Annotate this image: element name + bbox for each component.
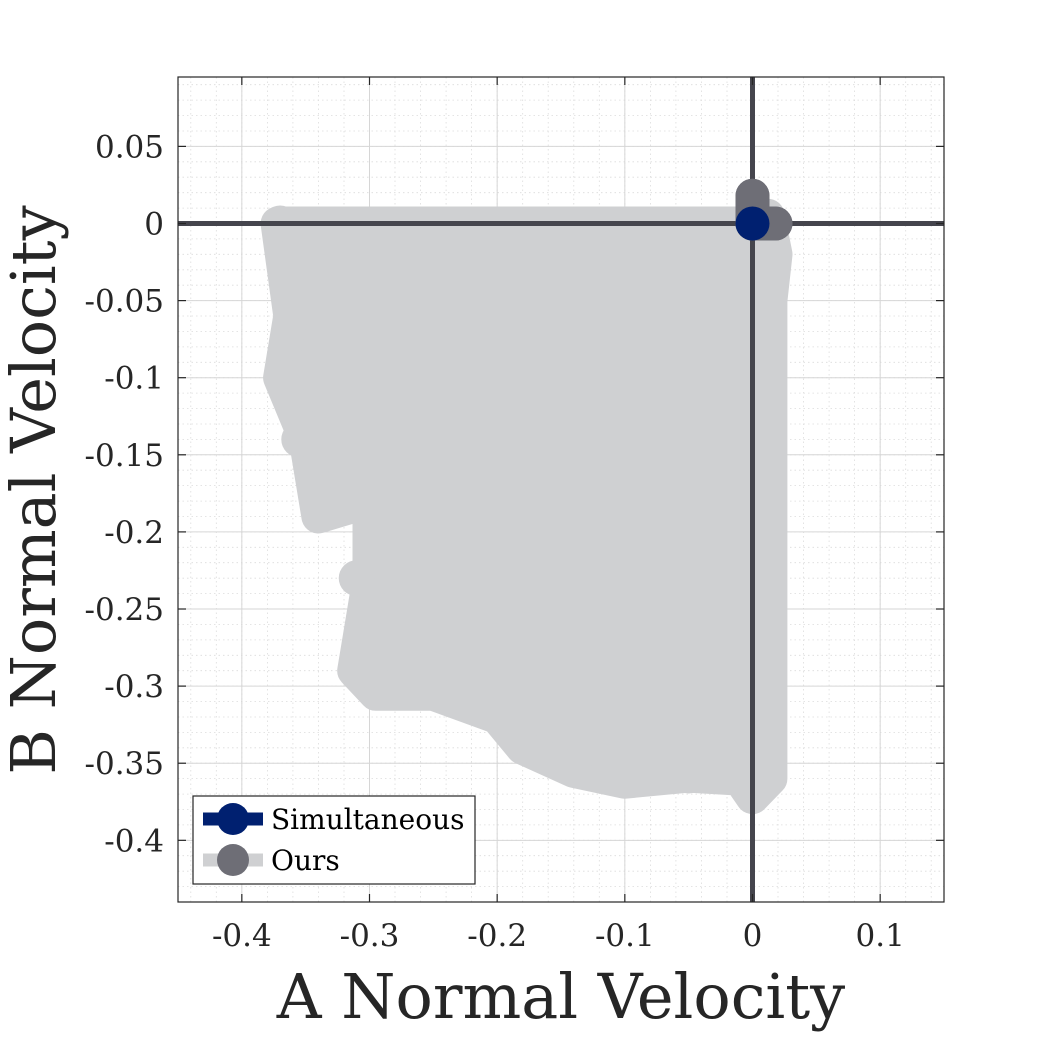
x-tick-label: -0.2: [467, 918, 527, 954]
y-tick-label: -0.15: [85, 438, 165, 474]
ours-boundary-point: [338, 560, 375, 597]
ours-boundary-point: [300, 490, 337, 527]
legend-ours-label: Ours: [271, 844, 340, 877]
y-tick-label: -0.3: [104, 669, 164, 705]
legend-simultaneous-label: Simultaneous: [271, 803, 464, 836]
x-tick-label: -0.1: [595, 918, 655, 954]
legend: Simultaneous Ours: [192, 795, 476, 885]
simultaneous-point: [735, 206, 770, 241]
y-tick-label: -0.2: [104, 515, 164, 551]
legend-ours-marker: [217, 844, 249, 876]
ours-boundary-point: [281, 282, 318, 319]
y-tick-label: 0.05: [95, 129, 164, 165]
y-tick-label: -0.05: [85, 284, 165, 320]
y-tick-label: 0: [144, 206, 164, 242]
tick-marks: [178, 77, 944, 902]
ours-point: [735, 178, 770, 213]
y-tick-label: -0.35: [85, 746, 165, 782]
y-tick-label: -0.1: [104, 361, 164, 397]
y-tick-label: -0.4: [104, 823, 164, 859]
ours-boundary-point: [351, 652, 388, 689]
ours-boundary-point: [555, 748, 592, 785]
ours-boundary-point: [670, 757, 707, 794]
x-tick-labels: -0.4 -0.3 -0.2 -0.1 0 0.1: [212, 918, 905, 954]
x-tick-label: -0.3: [340, 918, 400, 954]
x-tick-label: 0: [743, 918, 763, 954]
y-axis-title: B Normal Velocity: [0, 205, 70, 774]
ours-boundary-point: [281, 421, 318, 458]
y-tick-label: -0.25: [85, 592, 165, 628]
ours-boundary-point: [268, 359, 305, 396]
x-tick-label: -0.4: [212, 918, 272, 954]
ours-region: [260, 198, 793, 815]
plot-frame: [177, 76, 945, 903]
data-layer: [178, 77, 944, 902]
legend-simultaneous-marker: [217, 803, 249, 835]
y-tick-labels: 0.05 0 -0.05 -0.1 -0.15 -0.2 -0.25 -0.3 -0.35 -0.…: [85, 129, 165, 859]
x-axis-title: A Normal Velocity: [276, 960, 845, 1033]
x-tick-label: 0.1: [856, 918, 905, 954]
